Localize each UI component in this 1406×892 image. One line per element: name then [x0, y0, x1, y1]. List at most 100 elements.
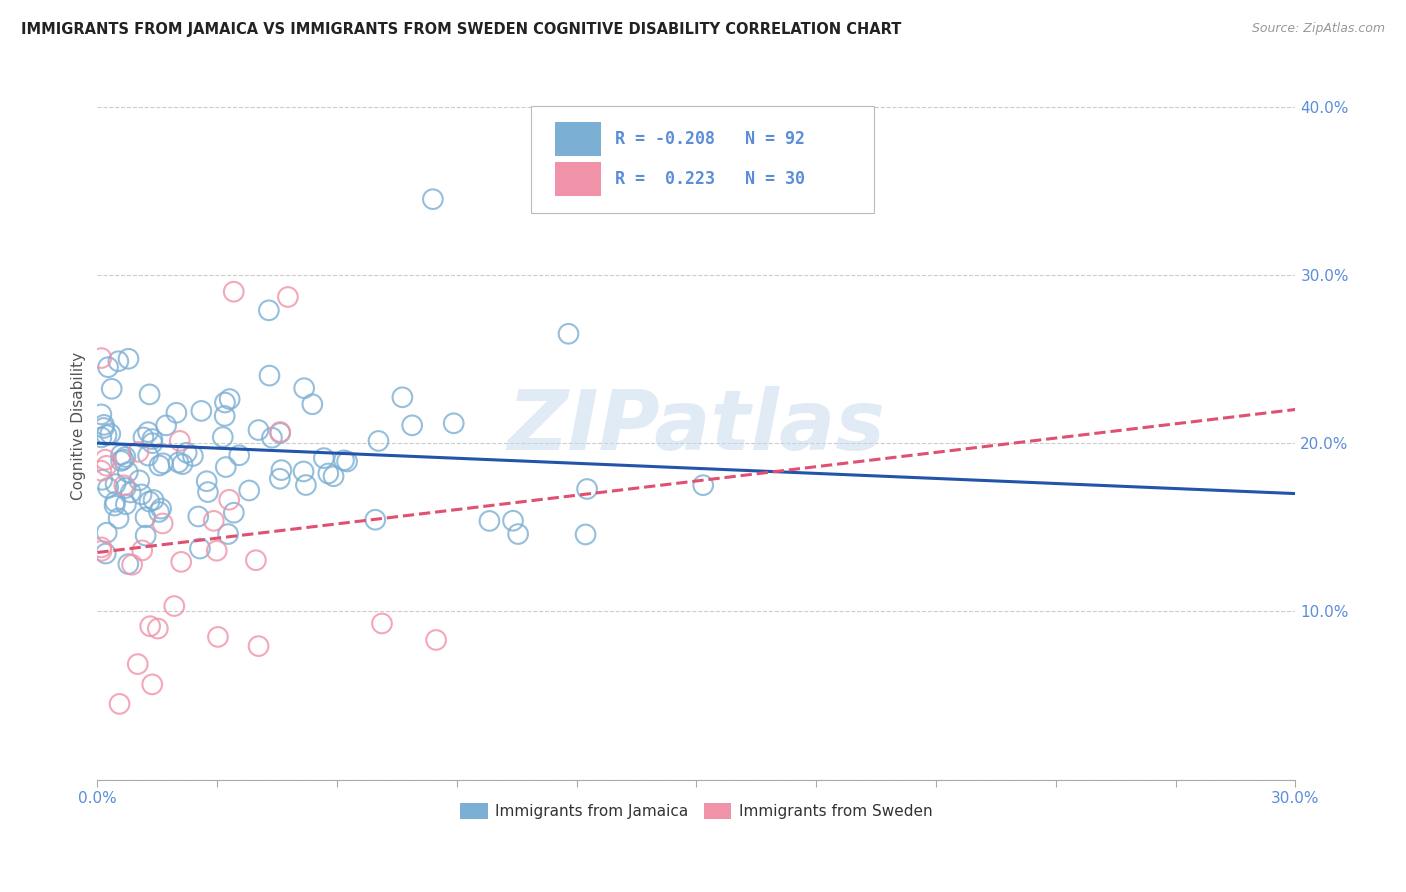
Point: [259, 368, 281, 383]
Point: [214, 409, 236, 423]
Point: [247, 639, 270, 653]
Point: [197, 485, 219, 500]
Point: [576, 482, 599, 496]
Text: IMMIGRANTS FROM JAMAICA VS IMMIGRANTS FROM SWEDEN COGNITIVE DISABILITY CORRELATI: IMMIGRANTS FROM JAMAICA VS IMMIGRANTS FR…: [21, 22, 901, 37]
Point: [120, 485, 142, 500]
Point: [114, 450, 136, 464]
Point: [214, 395, 236, 409]
Point: [112, 452, 135, 467]
Point: [91, 473, 114, 487]
Point: [103, 499, 125, 513]
Point: [574, 527, 596, 541]
Point: [165, 406, 187, 420]
Point: [148, 458, 170, 473]
Bar: [555, 162, 600, 196]
Point: [132, 430, 155, 444]
Point: [104, 477, 127, 491]
Point: [115, 497, 138, 511]
Point: [135, 528, 157, 542]
Point: [90, 544, 112, 558]
Point: [222, 285, 245, 299]
Point: [478, 514, 501, 528]
Point: [270, 463, 292, 477]
Point: [108, 697, 131, 711]
Bar: [555, 121, 600, 156]
Point: [292, 465, 315, 479]
Point: [238, 483, 260, 498]
Point: [97, 360, 120, 375]
Point: [217, 527, 239, 541]
Point: [269, 425, 291, 440]
Point: [128, 474, 150, 488]
Point: [318, 467, 340, 481]
Point: [142, 492, 165, 507]
Point: [110, 448, 132, 462]
Legend: Immigrants from Jamaica, Immigrants from Sweden: Immigrants from Jamaica, Immigrants from…: [454, 797, 939, 825]
Point: [187, 509, 209, 524]
Point: [117, 351, 139, 366]
Point: [134, 510, 156, 524]
Text: R = -0.208   N = 92: R = -0.208 N = 92: [614, 129, 804, 148]
Point: [121, 558, 143, 572]
Point: [110, 454, 132, 468]
Point: [260, 431, 283, 445]
Point: [277, 290, 299, 304]
Point: [257, 303, 280, 318]
Point: [172, 457, 194, 471]
Point: [195, 474, 218, 488]
Point: [269, 472, 291, 486]
Point: [218, 492, 240, 507]
Point: [98, 426, 121, 441]
Point: [90, 351, 112, 365]
Point: [136, 425, 159, 439]
Point: [245, 553, 267, 567]
Point: [128, 445, 150, 459]
Point: [90, 408, 112, 422]
Point: [97, 481, 120, 495]
Point: [312, 451, 335, 466]
Point: [692, 478, 714, 492]
Point: [167, 455, 190, 469]
Point: [114, 481, 136, 495]
Point: [146, 622, 169, 636]
Text: ZIPatlas: ZIPatlas: [508, 386, 886, 467]
Point: [150, 501, 173, 516]
Point: [90, 430, 112, 444]
Point: [322, 469, 344, 483]
Point: [148, 505, 170, 519]
Point: [139, 619, 162, 633]
Point: [333, 453, 356, 467]
Y-axis label: Cognitive Disability: Cognitive Disability: [72, 352, 86, 500]
Point: [506, 527, 529, 541]
Point: [218, 392, 240, 406]
Point: [93, 421, 115, 435]
Point: [100, 382, 122, 396]
Text: R =  0.223   N = 30: R = 0.223 N = 30: [614, 170, 804, 188]
Point: [336, 454, 359, 468]
Point: [94, 452, 117, 467]
Point: [188, 541, 211, 556]
Point: [96, 458, 118, 473]
Point: [141, 677, 163, 691]
Point: [391, 390, 413, 404]
Point: [247, 423, 270, 437]
Point: [364, 513, 387, 527]
Point: [169, 434, 191, 448]
Point: [131, 543, 153, 558]
Point: [93, 417, 115, 432]
Point: [138, 387, 160, 401]
Point: [127, 657, 149, 672]
Point: [117, 465, 139, 479]
Point: [295, 478, 318, 492]
Point: [557, 326, 579, 341]
Point: [163, 599, 186, 613]
Point: [269, 425, 291, 439]
Point: [190, 404, 212, 418]
Point: [138, 494, 160, 508]
Point: [131, 487, 153, 501]
FancyBboxPatch shape: [531, 106, 873, 213]
Point: [104, 495, 127, 509]
Point: [141, 436, 163, 450]
Point: [367, 434, 389, 448]
Point: [443, 417, 465, 431]
